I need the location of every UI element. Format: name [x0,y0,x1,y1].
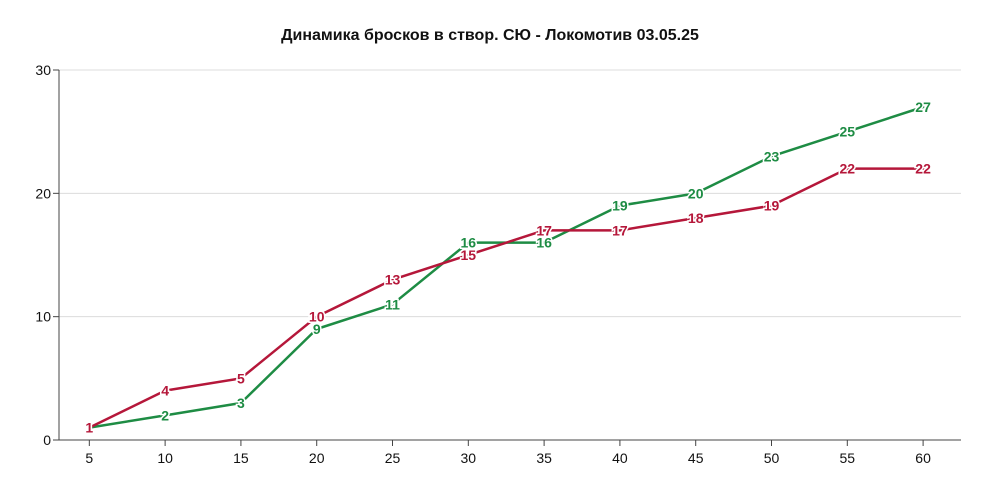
data-label-series-2: 17 [536,222,552,238]
data-label-series-2: 18 [688,210,704,226]
data-label-series-1: 16 [461,235,477,251]
data-label-series-2: 22 [915,161,931,177]
x-tick-label: 15 [233,450,249,466]
x-tick-label: 5 [85,450,93,466]
data-label-series-1: 16 [536,235,552,251]
series-line-2 [88,167,925,429]
data-label-series-1: 27 [915,99,931,115]
data-label-series-2: 10 [309,309,325,325]
data-label-series-1: 9 [313,321,321,337]
data-label-series-2: 4 [161,383,169,399]
data-label-series-2: 13 [385,272,401,288]
x-tick-label: 40 [612,450,628,466]
chart-title: Динамика бросков в створ. СЮ - Локомотив… [281,27,699,44]
x-tick-label: 10 [157,450,173,466]
data-label-series-2: 5 [237,370,245,386]
grid-lines [59,69,961,318]
data-label-series-2: 22 [840,161,856,177]
y-tick-label: 30 [35,62,51,78]
data-label-series-2: 19 [764,198,780,214]
data-label-series-2: 17 [612,222,628,238]
data-label-series-1: 20 [688,185,704,201]
y-tick-label: 10 [35,309,51,325]
data-label-series-1: 3 [237,395,245,411]
data-label-series-2: 1 [85,420,93,436]
series-lines [88,105,925,429]
x-tick-label: 50 [764,450,780,466]
data-label-series-1: 23 [764,148,780,164]
data-label-series-2: 15 [461,247,477,263]
data-label-series-1: 19 [612,198,628,214]
y-tick-label: 20 [35,185,51,201]
data-label-series-1: 11 [385,296,400,312]
data-label-series-1: 1 [85,420,93,436]
data-label-series-1: 2 [161,407,169,423]
x-tick-label: 35 [536,450,552,466]
y-tick-label: 0 [43,432,51,448]
x-tick-label: 30 [461,450,477,466]
data-label-series-1: 25 [840,124,856,140]
x-tick-label: 55 [840,450,856,466]
x-tick-label: 45 [688,450,704,466]
x-tick-label: 60 [915,450,931,466]
x-tick-label: 25 [385,450,401,466]
series-line-1 [88,105,925,429]
x-tick-label: 20 [309,450,325,466]
